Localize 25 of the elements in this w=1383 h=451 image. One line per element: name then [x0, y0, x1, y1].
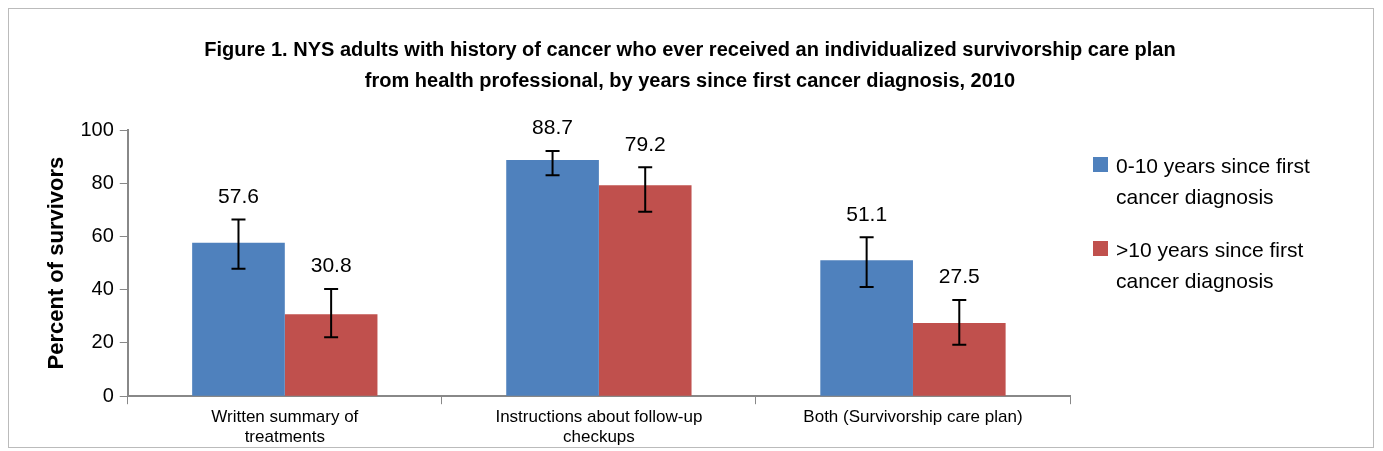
data-label: 88.7 — [532, 115, 573, 139]
legend-label: >10 years since first cancer diagnosis — [1116, 237, 1305, 294]
y-tick-label: 0 — [102, 383, 114, 406]
bar — [820, 260, 913, 396]
legend-label: 0-10 years since first cancer diagnosis — [1116, 153, 1311, 210]
data-label: 27.5 — [938, 264, 980, 288]
bar — [506, 160, 599, 396]
data-label: 51.1 — [846, 201, 888, 225]
bar — [912, 323, 1006, 396]
y-tick-label: 100 — [80, 117, 114, 140]
y-tick-label: 20 — [91, 330, 114, 353]
x-tick-label: Both (Survivorship care plan) — [803, 407, 1023, 427]
y-tick-label: 60 — [91, 224, 114, 246]
y-axis-title: Percent of survivors — [43, 156, 69, 370]
x-tick-label: Written summary of treatments — [211, 407, 359, 447]
y-tick-label: 80 — [91, 170, 114, 193]
x-tick-label: Instructions about follow-up checkups — [495, 407, 703, 447]
data-label: 79.2 — [624, 131, 666, 155]
bar — [598, 185, 692, 396]
y-tick-label: 40 — [91, 277, 114, 300]
data-label: 30.8 — [310, 253, 352, 277]
data-label: 57.6 — [218, 183, 259, 207]
bar — [284, 314, 378, 396]
bar — [192, 242, 285, 396]
chart-title: Figure 1. NYS adults with history of cancer who ever received an individualized survivorship care plan from health professional, by years since first cancer diagnosis, 2010 — [203, 37, 1177, 93]
